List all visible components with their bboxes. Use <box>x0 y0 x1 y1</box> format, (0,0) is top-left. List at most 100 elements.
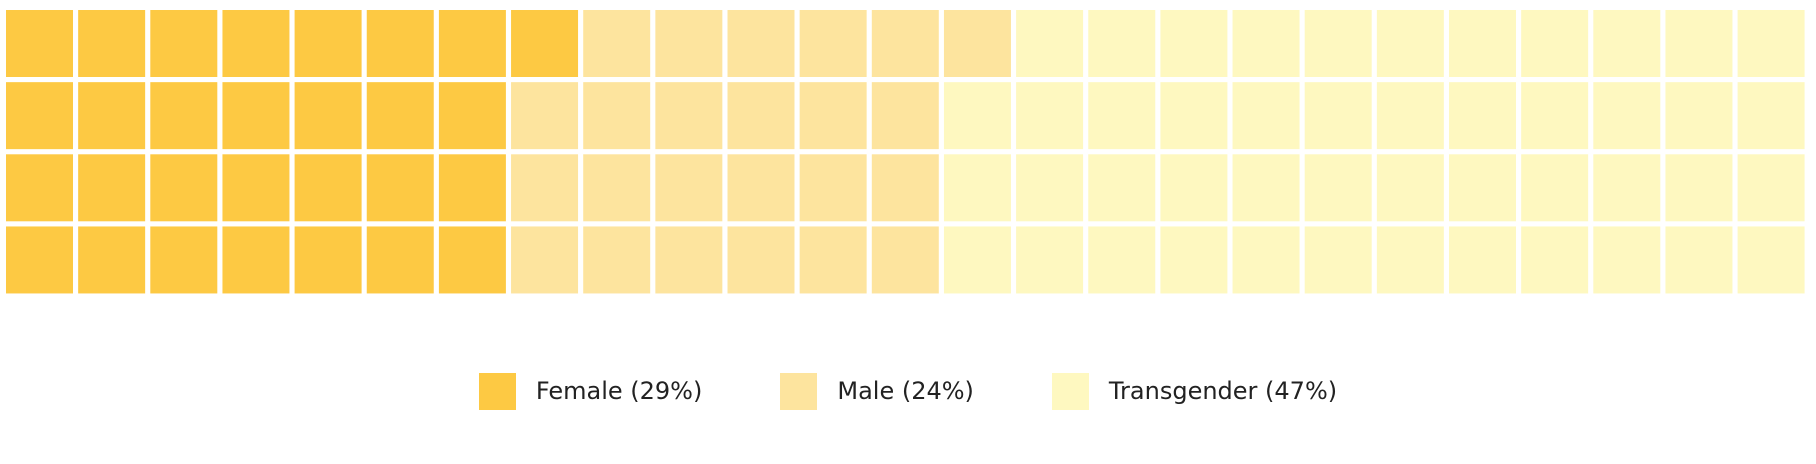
waffle-cell-transgender <box>1232 10 1300 77</box>
legend-label-transgender: Transgender (47%) <box>1108 377 1338 405</box>
waffle-cell-male <box>727 10 795 77</box>
waffle-cell-female <box>222 10 290 77</box>
waffle-cell-transgender <box>1737 226 1805 294</box>
waffle-cell-transgender <box>1376 82 1444 150</box>
waffle-cell-transgender <box>1376 10 1444 77</box>
waffle-cell-male <box>655 82 723 150</box>
waffle-cell-male <box>511 226 579 294</box>
waffle-cell-male <box>871 82 939 150</box>
waffle-cell-transgender <box>943 226 1011 294</box>
waffle-cell-transgender <box>1737 154 1805 222</box>
waffle-cell-female <box>366 10 434 77</box>
waffle-cell-transgender <box>1449 154 1516 222</box>
waffle-cell-male <box>799 82 867 150</box>
waffle-cell-female <box>222 154 290 222</box>
waffle-cell-female <box>438 226 506 294</box>
legend-label-female: Female (29%) <box>535 377 703 405</box>
waffle-cell-transgender <box>1593 226 1661 294</box>
waffle-cell-transgender <box>1521 10 1589 77</box>
waffle-cell-female <box>150 10 218 77</box>
waffle-cell-female <box>6 10 73 77</box>
waffle-cell-male <box>727 226 795 294</box>
waffle-cell-transgender <box>1232 226 1300 294</box>
waffle-cell-transgender <box>1521 226 1589 294</box>
waffle-cell-male <box>799 226 867 294</box>
waffle-cell-male <box>871 154 939 222</box>
waffle-cell-male <box>727 154 795 222</box>
waffle-cell-transgender <box>1304 10 1372 77</box>
waffle-cell-male <box>583 10 651 77</box>
waffle-cell-male <box>511 154 579 222</box>
waffle-cell-male <box>655 154 723 222</box>
waffle-cell-transgender <box>1304 82 1372 150</box>
waffle-cell-male <box>583 154 651 222</box>
legend-label-male: Male (24%) <box>837 377 974 405</box>
waffle-cell-transgender <box>1088 154 1156 222</box>
waffle-cell-female <box>222 226 290 294</box>
waffle-cell-transgender <box>1665 154 1733 222</box>
waffle-cell-male <box>943 10 1011 77</box>
waffle-cell-transgender <box>1376 226 1444 294</box>
waffle-cell-female <box>150 226 218 294</box>
waffle-cell-female <box>294 154 362 222</box>
waffle-cell-transgender <box>1593 10 1661 77</box>
waffle-cell-transgender <box>1304 154 1372 222</box>
waffle-cell-transgender <box>1593 82 1661 150</box>
legend-item-male: Male (24%) <box>780 372 974 410</box>
waffle-cell-female <box>294 82 362 150</box>
waffle-chart <box>6 10 1805 294</box>
waffle-cell-male <box>727 82 795 150</box>
waffle-cell-transgender <box>1088 82 1156 150</box>
legend-swatch-female <box>478 372 516 410</box>
waffle-cell-male <box>583 82 651 150</box>
waffle-cell-female <box>150 154 218 222</box>
waffle-cell-transgender <box>1160 82 1228 150</box>
waffle-cell-transgender <box>1232 82 1300 150</box>
waffle-cell-transgender <box>1304 226 1372 294</box>
waffle-cell-female <box>6 82 73 150</box>
waffle-cell-male <box>799 154 867 222</box>
waffle-cell-male <box>655 10 723 77</box>
waffle-cell-female <box>78 10 146 77</box>
waffle-cell-male <box>799 10 867 77</box>
waffle-cell-transgender <box>943 82 1011 150</box>
legend-swatch-transgender <box>1051 372 1089 410</box>
waffle-cell-transgender <box>1449 226 1516 294</box>
waffle-cell-transgender <box>1016 154 1084 222</box>
waffle-cell-transgender <box>1593 154 1661 222</box>
waffle-cell-female <box>438 82 506 150</box>
legend: Female (29%) Male (24%) Transgender (47%… <box>0 372 1816 410</box>
waffle-cell-female <box>78 82 146 150</box>
waffle-cell-female <box>366 154 434 222</box>
waffle-cell-transgender <box>1376 154 1444 222</box>
waffle-cell-female <box>438 154 506 222</box>
waffle-cell-transgender <box>1449 82 1516 150</box>
waffle-cell-female <box>6 154 73 222</box>
waffle-cell-male <box>511 82 579 150</box>
waffle-cell-transgender <box>1232 154 1300 222</box>
waffle-cell-transgender <box>1016 10 1084 77</box>
waffle-cell-transgender <box>1016 82 1084 150</box>
waffle-cell-female <box>222 82 290 150</box>
waffle-cell-transgender <box>1016 226 1084 294</box>
waffle-cell-female <box>150 82 218 150</box>
waffle-cell-transgender <box>1088 10 1156 77</box>
waffle-cell-transgender <box>1665 10 1733 77</box>
waffle-cell-transgender <box>1160 226 1228 294</box>
waffle-cell-male <box>583 226 651 294</box>
waffle-cell-female <box>438 10 506 77</box>
waffle-cell-female <box>78 154 146 222</box>
waffle-cell-transgender <box>1737 82 1805 150</box>
waffle-cell-transgender <box>1521 154 1589 222</box>
waffle-cell-transgender <box>1088 226 1156 294</box>
waffle-cell-female <box>366 226 434 294</box>
waffle-cell-female <box>366 82 434 150</box>
waffle-cell-female <box>6 226 73 294</box>
waffle-cell-transgender <box>1665 226 1733 294</box>
legend-item-female: Female (29%) <box>478 372 703 410</box>
waffle-cell-male <box>871 226 939 294</box>
waffle-cell-transgender <box>1521 82 1589 150</box>
waffle-cell-female <box>511 10 579 77</box>
legend-swatch-male <box>780 372 818 410</box>
waffle-cell-female <box>294 226 362 294</box>
